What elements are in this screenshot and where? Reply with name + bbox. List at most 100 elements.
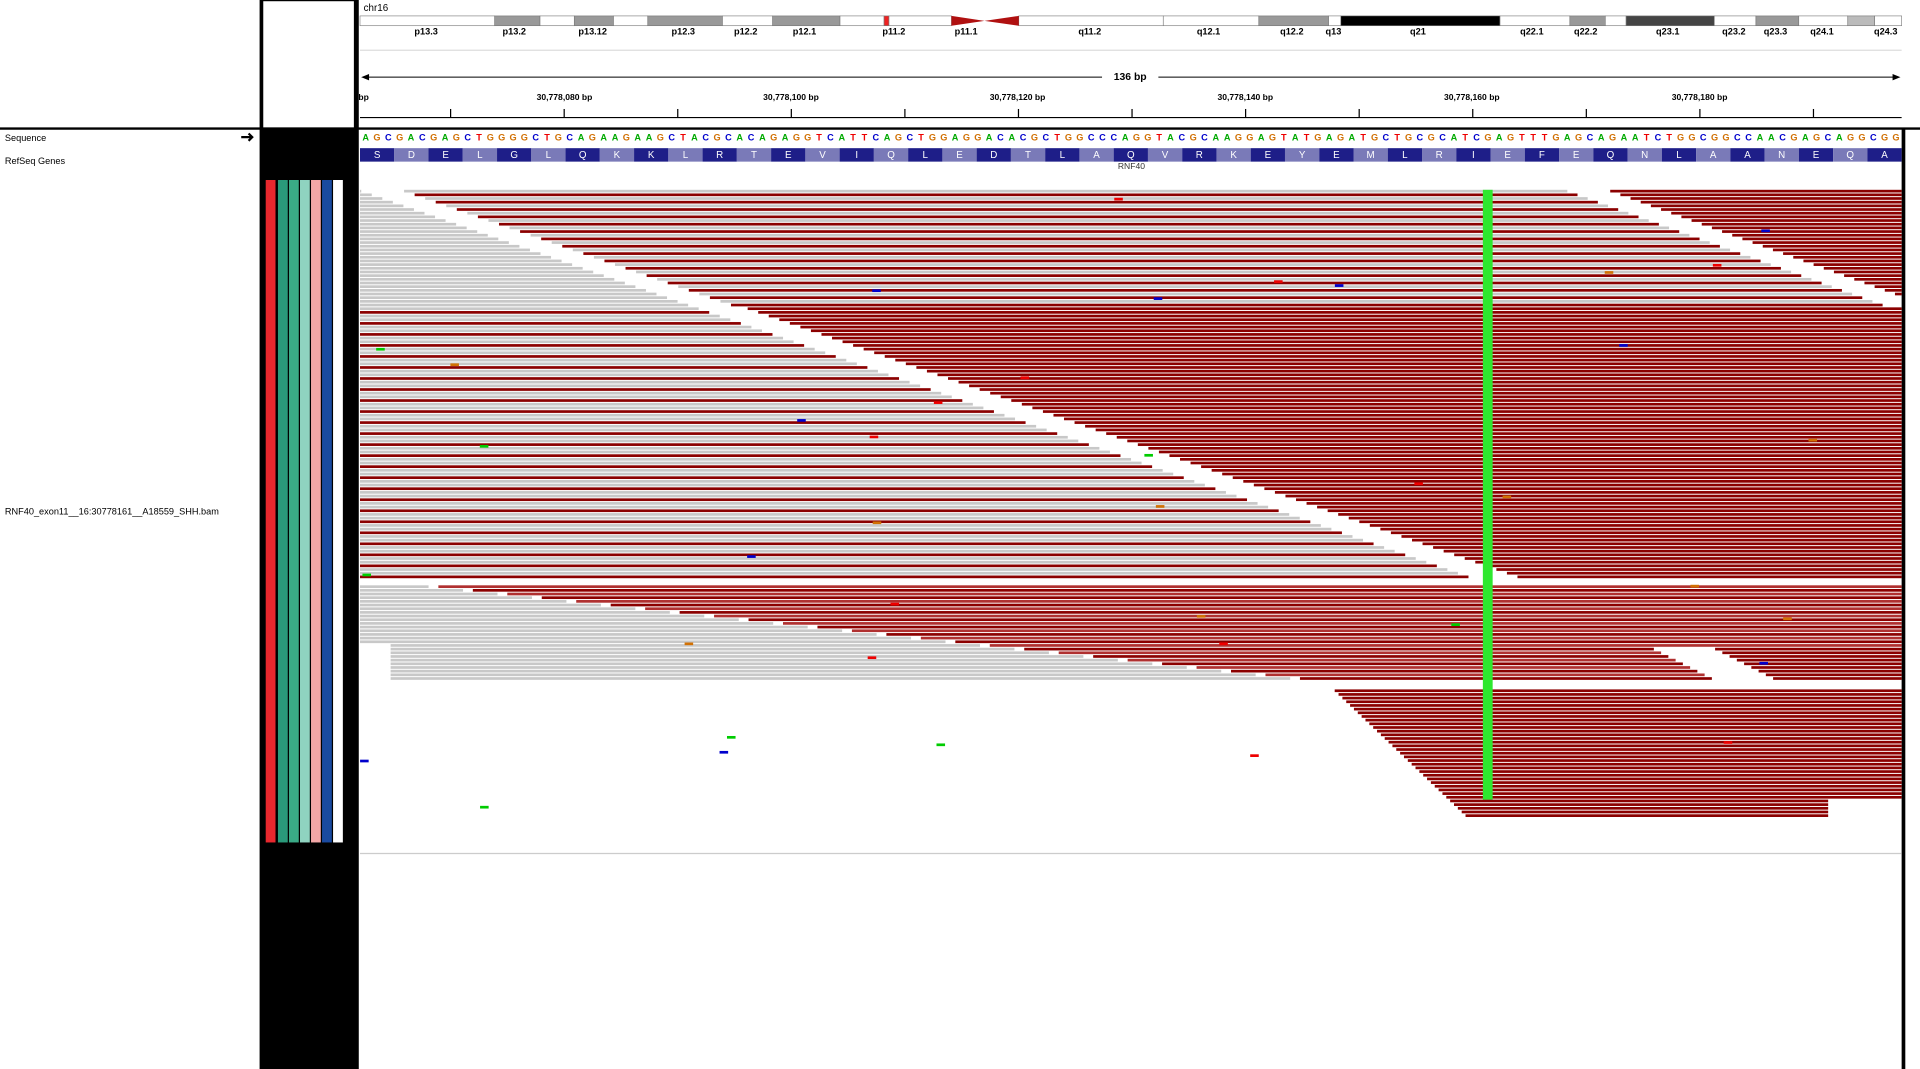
amino-acid: Q [1846,150,1854,161]
read [1434,784,1902,788]
attribute-header [263,1,354,128]
read [360,480,1195,483]
read [1422,542,1902,546]
amino-acid-box [1867,148,1902,162]
read [390,677,1291,680]
amino-acid-box [736,148,772,162]
read [1412,538,1902,542]
read [360,340,794,344]
read [614,263,1771,266]
read [1450,799,1829,803]
read [390,673,1256,677]
amino-acid: R [716,150,723,161]
cytoband [1162,15,1260,27]
read [1661,208,1902,211]
read [747,307,1902,311]
read [390,644,980,647]
read [926,369,1902,373]
read [360,487,1216,491]
read [1392,744,1902,748]
read [636,270,1792,274]
read [1285,494,1902,498]
position-label: 30,778,080 bp [537,92,593,102]
read [1765,673,1902,677]
alignment-track-label[interactable]: RNF40_exon11__16:30778161__A18559_SHH.ba… [5,506,219,516]
read [1751,666,1902,669]
read [920,636,1902,640]
amino-acid: D [408,150,415,161]
read [360,468,1163,472]
cytoband [573,15,614,27]
read [1401,535,1902,538]
read [1388,740,1902,744]
read [360,311,710,314]
read [1701,222,1902,226]
read [360,292,657,296]
amino-acid-box [1524,148,1560,162]
read [1423,773,1902,777]
read [955,640,1902,644]
position-label: 30,778,180 bp [1672,92,1728,102]
read [390,651,1049,655]
read [1390,531,1902,535]
read [1373,726,1902,729]
read [360,288,646,292]
read [360,322,741,325]
read [1722,230,1902,233]
centromere [951,15,1019,26]
read [1681,215,1902,219]
read [562,244,1720,248]
cytoband-label: p13.12 [578,26,607,36]
read [979,388,1902,391]
read [360,410,994,413]
read [360,494,1237,498]
read [360,524,1321,527]
amino-acid-box [1627,148,1662,162]
read [1253,483,1902,487]
cytoband [1798,15,1849,27]
read [360,233,488,237]
amino-acid: Q [579,150,587,161]
cytoband [647,15,723,27]
amino-acid-box [1730,148,1765,162]
amino-acid-box [531,148,566,162]
read [817,625,1902,629]
read [360,362,857,366]
strand-arrow[interactable] [241,132,254,142]
read [1211,468,1902,472]
amino-acid: E [1813,150,1820,161]
read [863,347,1902,351]
cytoband-label: p11.1 [955,26,978,36]
amino-acid-box [599,148,635,162]
read [360,241,509,244]
read [1475,560,1902,564]
amino-acid: F [1539,150,1545,161]
amino-acid: G [510,150,518,161]
read [360,200,393,204]
read [1032,406,1902,410]
read [360,483,1205,487]
read [1496,568,1902,571]
cytoband [1874,15,1902,27]
mismatch [1808,438,1818,442]
read [360,600,567,603]
read [360,366,868,369]
read [1274,491,1902,494]
read [360,553,1406,557]
read [360,333,773,336]
read [360,329,762,333]
mismatch [1723,741,1733,744]
read [679,611,1902,614]
amino-acid-box [1250,148,1285,162]
read [360,568,1448,571]
read [360,421,1026,424]
amino-acid: T [1025,150,1031,161]
read [748,618,1902,622]
read [1296,498,1902,502]
read [360,596,532,600]
read [360,274,604,277]
read [446,204,1609,208]
mismatch [1114,197,1123,201]
amino-acid: L [546,150,552,161]
